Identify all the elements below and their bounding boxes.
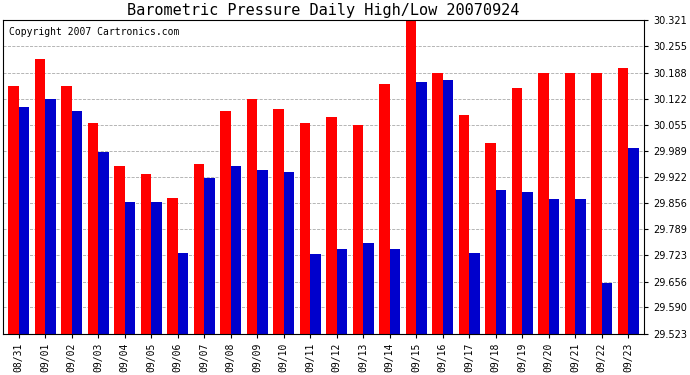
Title: Barometric Pressure Daily High/Low 20070924: Barometric Pressure Daily High/Low 20070… (127, 3, 520, 18)
Bar (45, 99, 56, 334)
Bar (443, 81, 453, 334)
Bar (591, 73, 602, 334)
Bar (284, 172, 295, 334)
Text: Copyright 2007 Cartronics.com: Copyright 2007 Cartronics.com (9, 27, 179, 37)
Bar (538, 73, 549, 334)
Bar (220, 111, 230, 334)
Bar (72, 111, 82, 334)
Bar (88, 123, 98, 334)
Bar (416, 82, 427, 334)
Bar (151, 202, 162, 334)
Bar (194, 164, 204, 334)
Bar (353, 125, 363, 334)
Bar (273, 109, 284, 334)
Bar (204, 178, 215, 334)
Bar (61, 86, 72, 334)
Bar (8, 86, 19, 334)
Bar (602, 283, 613, 334)
Bar (125, 202, 135, 334)
Bar (522, 192, 533, 334)
Bar (98, 152, 109, 334)
Bar (337, 249, 347, 334)
Bar (326, 117, 337, 334)
Bar (299, 123, 310, 334)
Bar (363, 243, 374, 334)
Bar (379, 84, 390, 334)
Bar (246, 99, 257, 334)
Bar (496, 190, 506, 334)
Bar (257, 170, 268, 334)
Bar (34, 59, 45, 334)
Bar (618, 68, 629, 334)
Bar (564, 73, 575, 334)
Bar (114, 166, 125, 334)
Bar (406, 20, 416, 334)
Bar (575, 200, 586, 334)
Bar (141, 174, 151, 334)
Bar (629, 148, 639, 334)
Bar (469, 252, 480, 334)
Bar (432, 73, 443, 334)
Bar (512, 87, 522, 334)
Bar (390, 249, 400, 334)
Bar (485, 142, 496, 334)
Bar (178, 252, 188, 334)
Bar (19, 107, 29, 334)
Bar (310, 255, 321, 334)
Bar (549, 200, 560, 334)
Bar (230, 166, 241, 334)
Bar (167, 198, 178, 334)
Bar (459, 115, 469, 334)
